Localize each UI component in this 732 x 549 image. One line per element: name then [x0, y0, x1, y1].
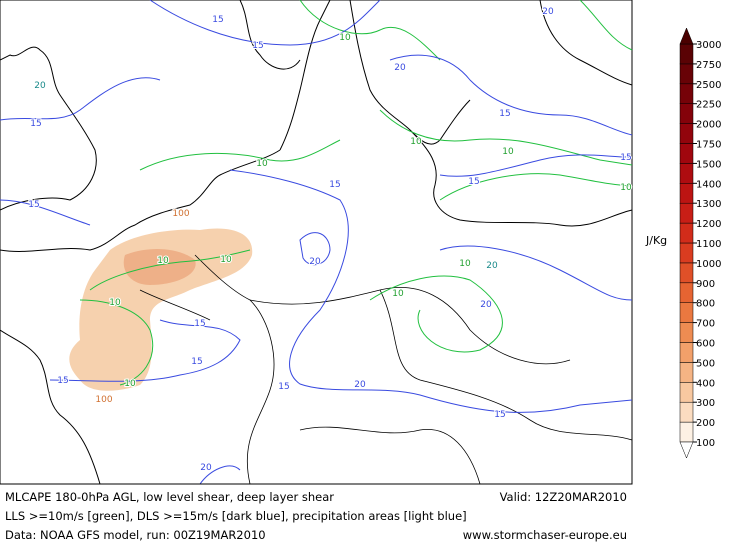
contour-label: 10	[339, 33, 351, 43]
contour-label: 15	[28, 200, 39, 210]
colorbar-tick-label: 1300	[696, 199, 721, 210]
color-band	[679, 63, 694, 85]
footer-source: Data: NOAA GFS model, run: 00Z19MAR2010	[5, 528, 266, 542]
footer-title: MLCAPE 180-0hPa AGL, low level shear, de…	[5, 490, 334, 504]
coastline	[0, 0, 633, 485]
colorbar-tick-label: 2000	[696, 120, 721, 131]
colorbar-tick-label: 1000	[696, 259, 721, 270]
colorbar-tick-label: 2500	[696, 80, 721, 91]
colorbar-tick-label: 1750	[696, 140, 721, 151]
contour-label: 15	[252, 41, 263, 51]
contour-label: 15	[57, 376, 68, 386]
colorbar-tick-label: 1100	[696, 239, 721, 250]
color-band	[679, 342, 694, 363]
colorbar-tick-label: 300	[696, 398, 715, 409]
color-band	[679, 202, 694, 224]
dls-contour	[0, 0, 633, 485]
colorbar-cap	[679, 27, 694, 45]
contour-label: 100	[172, 209, 189, 219]
color-band	[679, 83, 694, 104]
contour-label: 15	[278, 382, 289, 392]
contour-label: 20	[200, 463, 212, 473]
map-layer	[0, 0, 633, 485]
color-band	[679, 183, 694, 204]
footer-site: www.stormchaser-europe.eu	[463, 528, 627, 542]
colorbar-cap	[679, 441, 694, 459]
contour-label: 20	[309, 257, 321, 267]
colorbar-tick-label: 1500	[696, 159, 721, 170]
lls-contour	[79, 0, 633, 386]
contour-label: 10	[410, 137, 422, 147]
color-band	[679, 143, 694, 164]
colorbar-tick-label: 100	[696, 438, 715, 449]
color-band	[679, 401, 694, 423]
color-band	[679, 302, 694, 323]
colorbar-tick-label: 500	[696, 358, 715, 369]
contour-label: 15	[499, 109, 510, 119]
color-band	[679, 322, 694, 343]
contour-label: 100	[95, 395, 112, 405]
cape-area	[123, 248, 196, 285]
contour-label: 15	[468, 177, 479, 187]
contour-label: 15	[620, 153, 631, 163]
colorbar-tick-label: 2750	[696, 60, 721, 71]
contour-label: 10	[124, 379, 136, 389]
colorbar-tick-label: 600	[696, 339, 715, 350]
color-band	[679, 222, 694, 244]
colorbar-tick-label: 2250	[696, 100, 721, 111]
contour-label: 20	[486, 261, 498, 271]
border	[139, 254, 633, 485]
contour-label: 10	[157, 256, 169, 266]
contour-label: 10	[620, 183, 632, 193]
contour-label: 15	[191, 357, 202, 367]
contour-label: 20	[542, 7, 554, 17]
color-band	[679, 123, 694, 144]
colorbar-tick-label: 900	[696, 279, 715, 290]
cape-area	[69, 228, 253, 391]
color-band	[679, 421, 694, 443]
contour-label: 20	[394, 63, 406, 73]
contour-label: 10	[392, 289, 404, 299]
color-band	[679, 43, 694, 65]
contour-label: 15	[30, 119, 41, 129]
contour-label: 10	[109, 298, 121, 308]
color-band	[679, 362, 694, 383]
contour-label: 10	[459, 259, 471, 269]
colorbar-tick-label: 400	[696, 378, 715, 389]
footer-legend: LLS >=10m/s [green], DLS >=15m/s [dark b…	[5, 509, 467, 523]
color-band	[679, 282, 694, 303]
color-band	[679, 382, 694, 403]
contour-label: 10	[220, 255, 232, 265]
colorbar-tick-label: 1400	[696, 179, 721, 190]
contour-label: 20	[480, 300, 492, 310]
colorbar-tick-label: 200	[696, 418, 715, 429]
colorbar-tick-label: 800	[696, 299, 715, 310]
contour-label: 10	[256, 159, 268, 169]
contour-label: 10	[502, 147, 514, 157]
contour-label: 15	[494, 410, 505, 420]
contour-label: 15	[212, 15, 223, 25]
contour-label: 20	[354, 380, 366, 390]
color-band	[679, 103, 694, 124]
colorbar-tick-label: 3000	[696, 40, 721, 51]
footer-valid: Valid: 12Z20MAR2010	[500, 490, 627, 504]
map-frame	[0, 0, 633, 485]
colorbar-tick-label: 1200	[696, 219, 721, 230]
colorbar-tick-label: 700	[696, 319, 715, 330]
color-band	[679, 163, 694, 184]
contour-label: 15	[329, 180, 340, 190]
contour-label: 15	[194, 319, 205, 329]
colorbar-unit: J/Kg	[645, 234, 667, 247]
color-band	[679, 242, 694, 264]
contour-label: 20	[34, 81, 46, 91]
color-band	[679, 262, 694, 284]
